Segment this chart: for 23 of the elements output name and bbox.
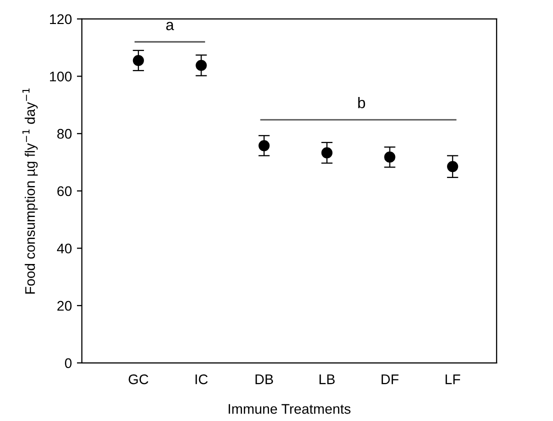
y-tick-label: 20 [57, 300, 72, 311]
y-tick-label: 80 [57, 128, 72, 139]
x-tick-label: LF [446, 374, 460, 384]
y-tick-label: 100 [50, 72, 72, 82]
annotation: b [358, 97, 366, 108]
x-tick-label: DB [256, 374, 273, 384]
point [321, 147, 332, 158]
x-tick-label: DF [382, 374, 398, 384]
x-axis-title: Immune Treatments [228, 404, 350, 414]
y-axis-title: Food consumption µg fly$^{−1}$ day$^{−1}$ [22, 88, 38, 294]
y-tick-label: 120 [50, 14, 72, 24]
annotation: a [166, 22, 174, 30]
point [258, 140, 270, 152]
point [384, 152, 396, 163]
x-tick-label: GC [128, 374, 148, 384]
x-tick-label: LB [320, 374, 335, 384]
point [196, 60, 207, 71]
y-tick-label: 40 [56, 244, 72, 254]
y-tick-label: 0 [64, 358, 72, 368]
point [447, 161, 458, 172]
y-tick-label: 60 [57, 186, 72, 196]
x-tick-label: IC [196, 374, 208, 384]
point [132, 54, 144, 66]
